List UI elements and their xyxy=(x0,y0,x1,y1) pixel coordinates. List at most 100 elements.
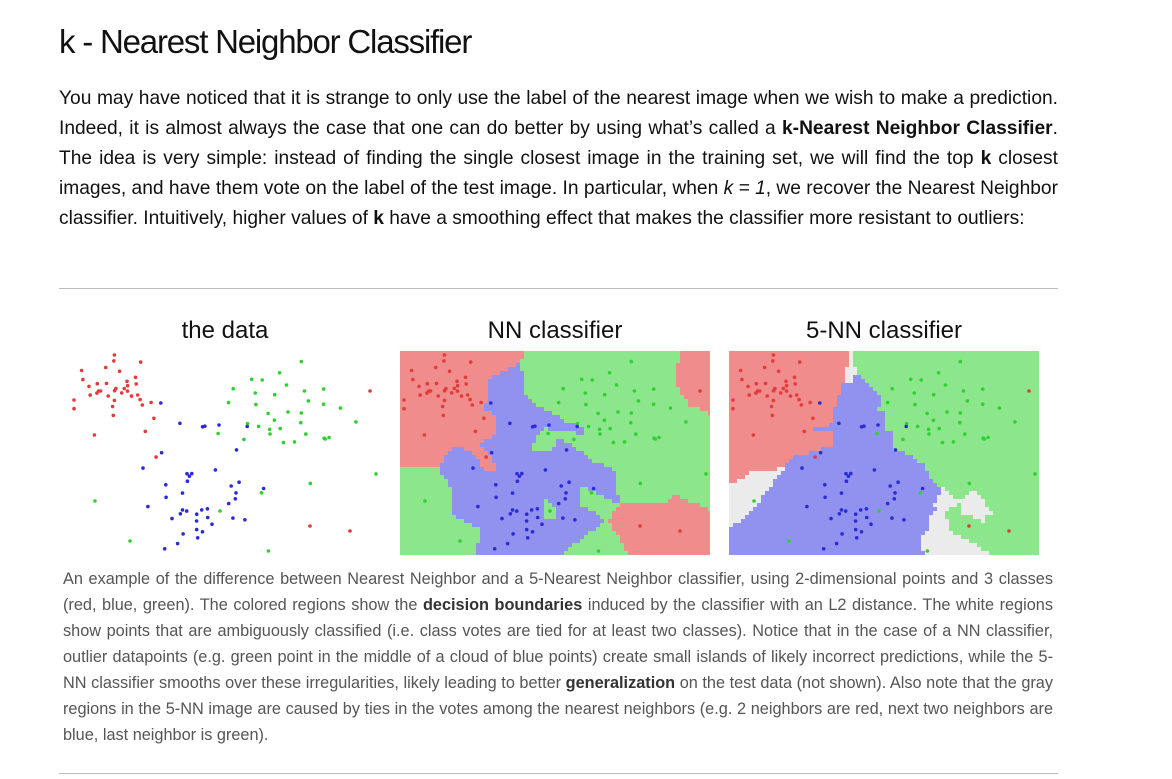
data-point xyxy=(794,393,799,397)
data-point xyxy=(354,420,358,424)
data-point xyxy=(901,437,905,442)
data-point xyxy=(72,406,76,411)
data-point xyxy=(149,400,153,405)
decision-regions xyxy=(729,351,1039,555)
data-point xyxy=(937,426,941,431)
data-point xyxy=(185,479,190,483)
data-scatter-image xyxy=(70,351,380,555)
data-point xyxy=(853,512,858,516)
data-point xyxy=(543,468,548,472)
data-point xyxy=(128,539,132,543)
data-point xyxy=(286,410,290,414)
data-point xyxy=(190,471,194,476)
data-point xyxy=(1033,472,1037,476)
data-point xyxy=(651,387,656,391)
data-point xyxy=(540,522,544,526)
caption-text: induced by the classifier with an L2 dis… xyxy=(63,596,1053,692)
data-point xyxy=(872,468,877,472)
data-point xyxy=(622,440,627,444)
caption-text: An example of the difference between Nea… xyxy=(63,570,1053,614)
data-point xyxy=(556,400,561,405)
panel-title-5nn: 5-NN classifier xyxy=(805,317,963,344)
data-point xyxy=(418,393,422,397)
data-point xyxy=(913,402,917,407)
data-point xyxy=(904,424,908,429)
data-point xyxy=(823,495,827,500)
data-point xyxy=(455,389,460,393)
bold-term-generalization: generalization xyxy=(565,674,676,692)
data-point xyxy=(567,480,571,484)
data-point xyxy=(508,512,513,516)
data-point xyxy=(561,386,565,391)
data-point xyxy=(997,406,1002,410)
data-point xyxy=(632,389,637,393)
data-point xyxy=(117,369,122,374)
data-point xyxy=(967,524,971,528)
data-point xyxy=(888,484,892,488)
data-point xyxy=(738,368,743,373)
data-point xyxy=(754,381,759,386)
data-point xyxy=(980,387,985,391)
data-point xyxy=(958,411,963,415)
data-point xyxy=(164,495,168,500)
figure-caption: An example of the difference between Nea… xyxy=(63,566,1053,748)
data-point xyxy=(268,432,272,436)
data-point xyxy=(936,371,941,375)
data-point xyxy=(463,375,468,380)
data-point xyxy=(575,421,580,426)
data-point xyxy=(893,491,897,495)
data-point xyxy=(87,384,91,389)
data-point xyxy=(440,404,445,409)
data-point xyxy=(754,391,758,395)
data-point xyxy=(511,532,515,536)
data-point xyxy=(135,393,140,397)
data-point xyxy=(111,413,116,418)
data-point xyxy=(771,388,776,393)
data-point xyxy=(260,378,264,382)
data-point xyxy=(572,437,576,442)
data-point xyxy=(638,481,643,486)
italic-formula: k = 1 xyxy=(723,178,766,199)
data-point xyxy=(859,425,864,429)
data-point xyxy=(278,426,282,431)
data-point xyxy=(103,365,108,370)
data-point xyxy=(146,504,150,509)
data-point xyxy=(266,549,271,553)
nn-classifier-image xyxy=(400,351,710,555)
decision-regions xyxy=(400,351,710,555)
data-point xyxy=(436,394,440,398)
data-point xyxy=(199,508,204,512)
data-point xyxy=(535,507,540,511)
data-point xyxy=(846,474,851,478)
data-point xyxy=(200,425,205,429)
data-point xyxy=(546,431,550,436)
data-point xyxy=(494,483,498,487)
data-point xyxy=(1027,389,1031,393)
data-point xyxy=(575,424,579,429)
data-point xyxy=(129,394,134,398)
caption-text: on the test data (not shown). Also note … xyxy=(63,674,1054,744)
data-point xyxy=(524,512,529,516)
data-point xyxy=(245,421,250,426)
data-point xyxy=(119,391,124,395)
data-point xyxy=(763,381,768,386)
page-title: k - Nearest Neighbor Classifier xyxy=(59,23,472,60)
data-point xyxy=(629,420,633,425)
data-point xyxy=(449,391,454,395)
data-point xyxy=(524,519,529,523)
data-point xyxy=(217,423,221,427)
data-point xyxy=(138,360,143,364)
data-point xyxy=(194,519,199,523)
data-point xyxy=(864,507,869,511)
data-point xyxy=(245,424,249,429)
5nn-classifier-image xyxy=(729,351,1039,555)
data-point xyxy=(417,384,421,389)
data-point xyxy=(844,479,849,483)
data-point xyxy=(823,483,827,487)
data-point xyxy=(243,518,247,522)
data-point xyxy=(194,512,199,516)
data-point xyxy=(573,518,577,522)
data-point xyxy=(926,427,931,432)
divider-top xyxy=(59,288,1058,289)
data-point xyxy=(441,413,446,418)
